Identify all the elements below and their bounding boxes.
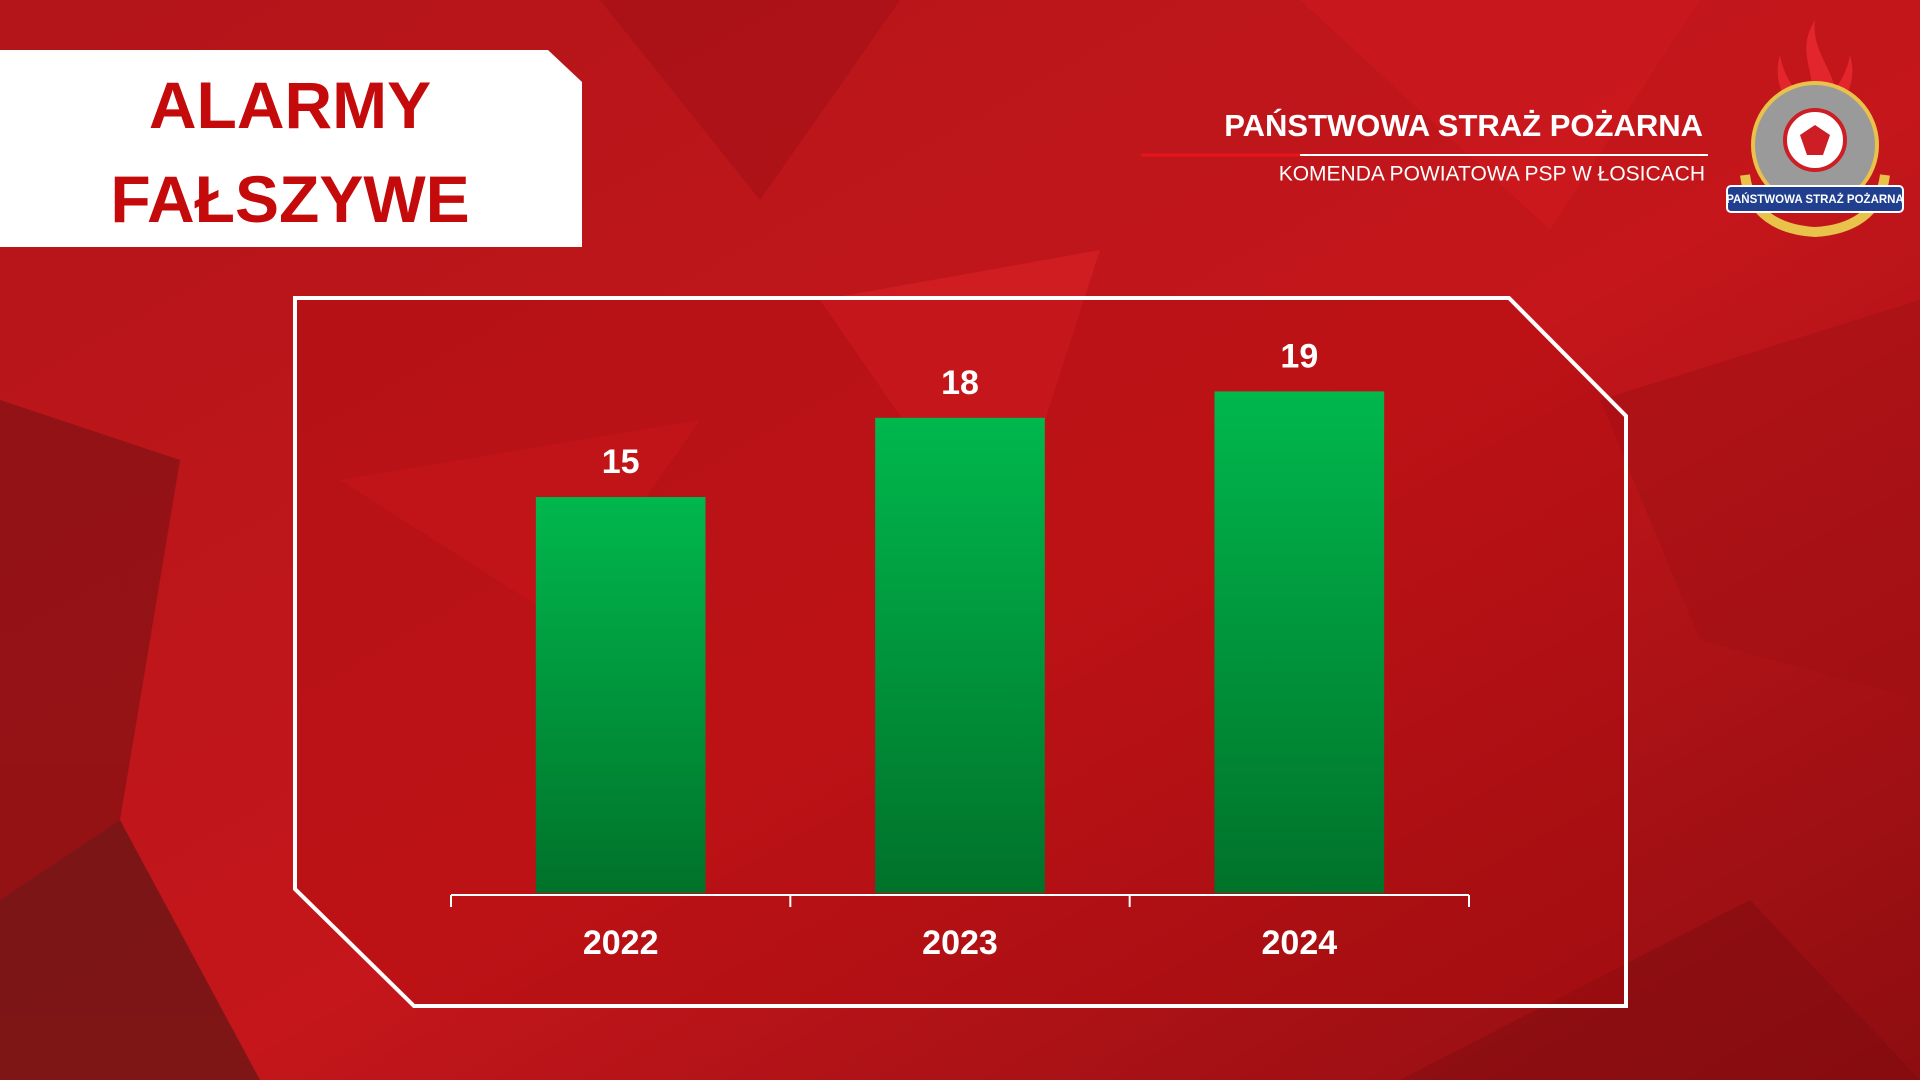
bar (875, 417, 1045, 893)
org-subtitle: KOMENDA POWIATOWA PSP W ŁOSICACH (1279, 163, 1705, 186)
value-label: 18 (941, 364, 979, 402)
value-label: 15 (602, 443, 640, 481)
bar (535, 497, 706, 893)
org-name: PAŃSTWOWA STRAŻ POŻARNA (1224, 108, 1703, 143)
logo-text: PAŃSTWOWA STRAŻ POŻARNA (1726, 193, 1904, 206)
x-tick-label: 2024 (1262, 924, 1338, 962)
bar (1214, 391, 1385, 893)
logo: PAŃSTWOWA STRAŻ POŻARNA (1726, 20, 1904, 238)
title-panel (0, 50, 582, 247)
x-tick-label: 2022 (583, 924, 659, 962)
slide-title: ALARMY FAŁSZYWE (110, 68, 470, 236)
value-label: 19 (1280, 337, 1318, 375)
x-tick-label: 2023 (922, 924, 998, 962)
